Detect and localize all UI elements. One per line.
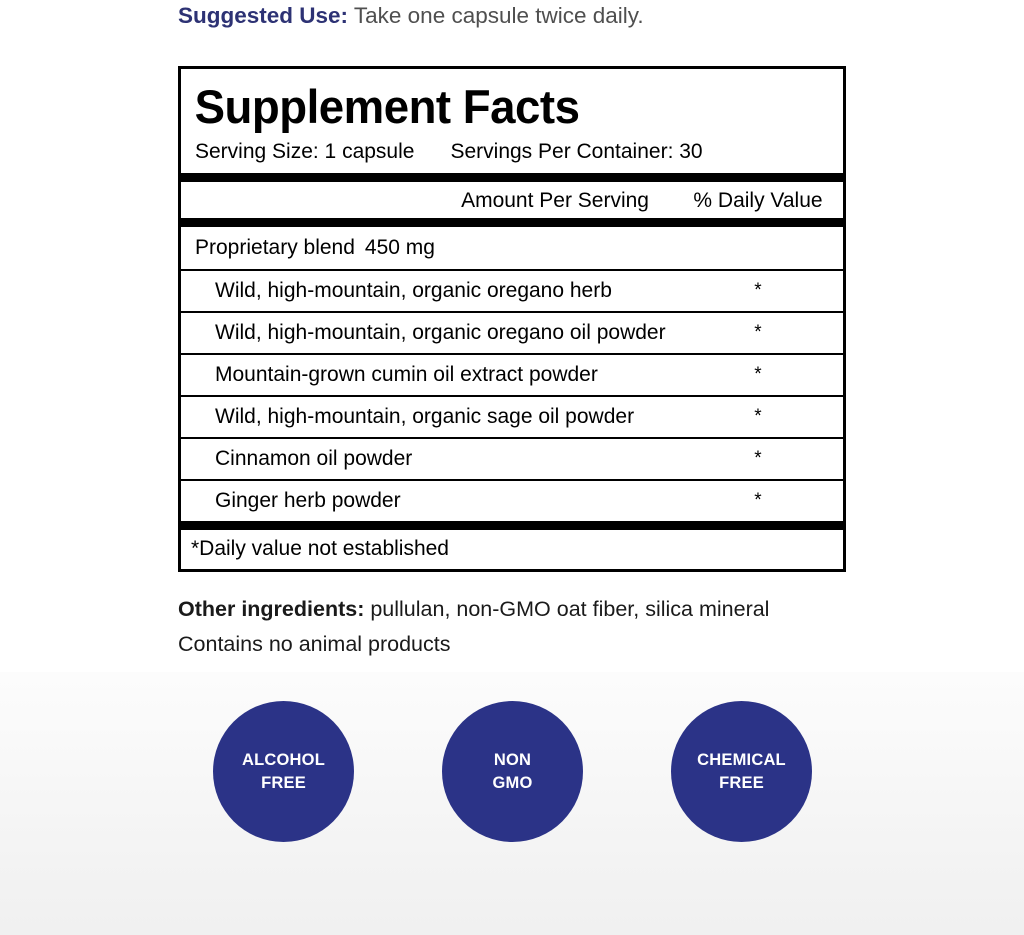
row-divider xyxy=(181,437,843,439)
serving-size-text: Serving Size: 1 capsule xyxy=(195,140,415,163)
header-thick-rule xyxy=(181,173,843,182)
ingredient-daily-value: * xyxy=(754,322,762,343)
proprietary-blend-row: Proprietary blend 450 mg xyxy=(181,227,843,269)
ingredient-daily-value: * xyxy=(754,280,762,301)
badge-line-1: ALCOHOL xyxy=(242,750,325,769)
suggested-use-label: Suggested Use: xyxy=(178,3,349,28)
servings-per-container-text: Servings Per Container: 30 xyxy=(450,140,703,163)
badge-alcohol-free: ALCOHOL FREE xyxy=(213,701,354,842)
supplement-facts-panel: Supplement Facts Serving Size: 1 capsule… xyxy=(178,66,846,572)
table-row: Wild, high-mountain, organic oregano oil… xyxy=(181,313,843,353)
suggested-use-line: Suggested Use: Take one capsule twice da… xyxy=(178,1,938,31)
columns-thick-rule xyxy=(181,218,843,227)
badge-non-gmo: NON GMO xyxy=(442,701,583,842)
ingredient-daily-value: * xyxy=(754,490,762,511)
ingredient-name: Cinnamon oil powder xyxy=(215,447,413,470)
supplement-facts-title: Supplement Facts xyxy=(194,80,580,133)
table-row: Wild, high-mountain, organic sage oil po… xyxy=(181,397,843,437)
row-divider xyxy=(181,395,843,397)
row-divider xyxy=(181,353,843,355)
table-row: Wild, high-mountain, organic oregano her… xyxy=(181,271,843,311)
no-animal-products-note: Contains no animal products xyxy=(178,632,451,656)
other-ingredients-label: Other ingredients: xyxy=(178,597,365,621)
badge-line-2: FREE xyxy=(261,773,306,792)
badge-line-2: GMO xyxy=(492,773,533,792)
daily-value-footnote: *Daily value not established xyxy=(191,537,449,560)
ingredient-name: Wild, high-mountain, organic sage oil po… xyxy=(215,405,635,428)
serving-info-line: Serving Size: 1 capsule Servings Per Cont… xyxy=(181,135,843,173)
other-ingredients-block: Other ingredients: pullulan, non-GMO oat… xyxy=(178,592,958,662)
row-divider xyxy=(181,311,843,313)
badge-chemical-free: CHEMICAL FREE xyxy=(671,701,812,842)
ingredient-daily-value: * xyxy=(754,448,762,469)
column-header-amount: Amount Per Serving xyxy=(461,189,649,212)
certification-badges: ALCOHOL FREE NON GMO CHEMICAL FREE xyxy=(213,701,813,842)
row-divider xyxy=(181,269,843,271)
ingredient-name: Wild, high-mountain, organic oregano oil… xyxy=(215,321,666,344)
badge-line-1: NON xyxy=(493,750,532,769)
table-row: Cinnamon oil powder * xyxy=(181,439,843,479)
row-divider xyxy=(181,479,843,481)
column-header-daily-value: % Daily Value xyxy=(693,189,823,212)
badge-line-2: FREE xyxy=(719,773,764,792)
ingredient-name: Mountain-grown cumin oil extract powder xyxy=(215,363,598,386)
table-row: Mountain-grown cumin oil extract powder … xyxy=(181,355,843,395)
ingredient-name: Ginger herb powder xyxy=(215,489,401,512)
suggested-use-text: Take one capsule twice daily. xyxy=(348,3,644,28)
table-row: Ginger herb powder * xyxy=(181,481,843,521)
proprietary-blend-name: Proprietary blend xyxy=(195,236,355,259)
ingredient-name: Wild, high-mountain, organic oregano her… xyxy=(215,279,612,302)
footnote-thick-rule xyxy=(181,521,843,530)
ingredient-daily-value: * xyxy=(754,364,762,385)
other-ingredients-list: pullulan, non-GMO oat fiber, silica mine… xyxy=(364,597,770,621)
ingredient-daily-value: * xyxy=(754,406,762,427)
column-header-row: Amount Per Serving % Daily Value xyxy=(181,182,843,218)
badge-line-1: CHEMICAL xyxy=(697,750,786,769)
proprietary-blend-amount: 450 mg xyxy=(364,236,435,259)
